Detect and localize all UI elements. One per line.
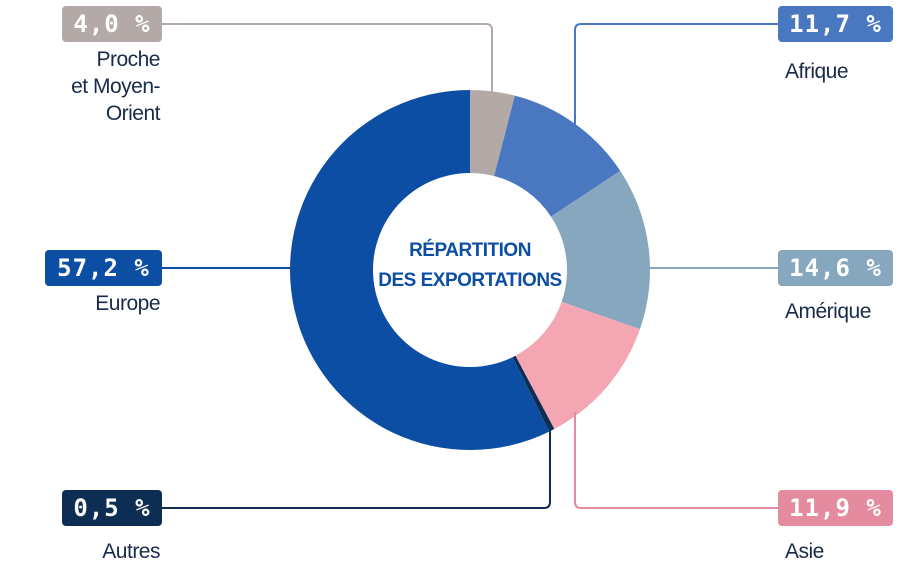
- donut-slice: [550, 170, 650, 330]
- donut-slice: [290, 90, 550, 450]
- leader-line: [574, 412, 778, 509]
- donut-slice: [515, 301, 640, 430]
- donut-slice: [512, 355, 555, 432]
- value-badge: 0,5 %: [62, 490, 162, 526]
- category-label: Afrique: [785, 60, 849, 83]
- value-badge: 4,0 %: [62, 6, 162, 42]
- value-badge: 14,6 %: [778, 250, 893, 286]
- category-label: Asie: [785, 540, 824, 563]
- value-badge: 11,9 %: [778, 490, 893, 526]
- value-badge: 57,2 %: [45, 250, 162, 286]
- value-badge: 11,7 %: [778, 6, 893, 42]
- donut-slice: [494, 95, 621, 217]
- leader-line: [574, 23, 778, 150]
- category-label: Autres: [102, 540, 160, 563]
- category-label: Amérique: [785, 300, 871, 323]
- category-label: Europe: [95, 292, 160, 315]
- leader-line: [162, 426, 551, 509]
- chart-title: RÉPARTITION DES EXPORTATIONS: [378, 240, 562, 291]
- leader-line: [162, 23, 493, 96]
- category-label: Proche et Moyen-Orient: [71, 48, 160, 125]
- donut-slice: [470, 90, 515, 177]
